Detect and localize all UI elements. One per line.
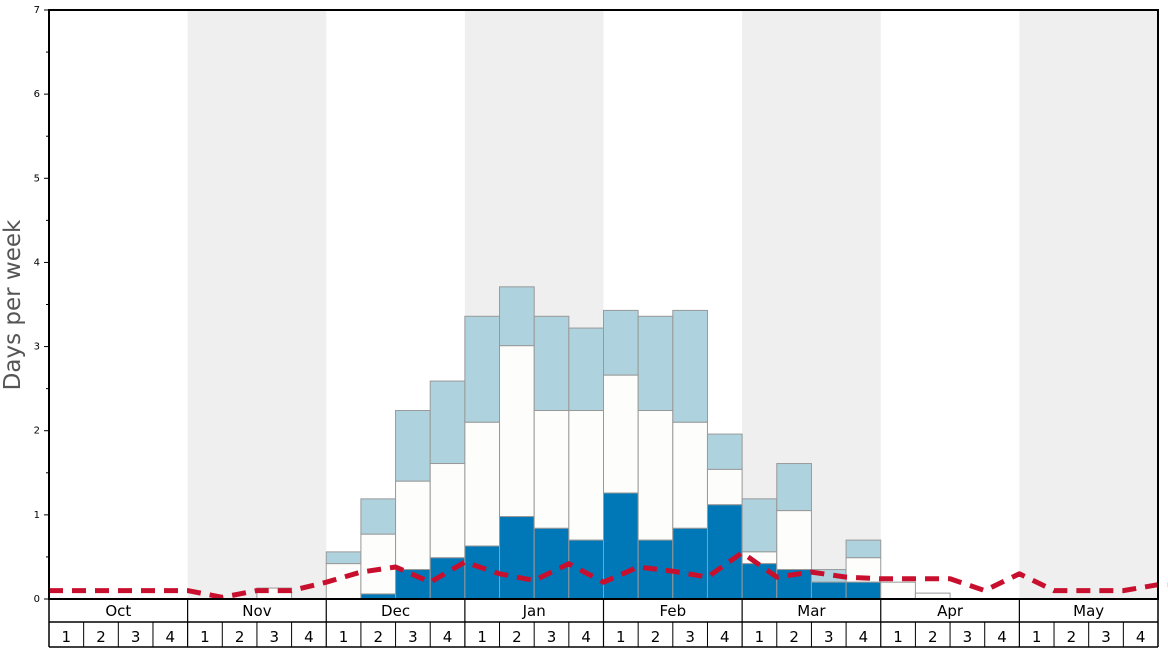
y-tick-label: 3 (34, 342, 40, 353)
week-label: 1 (339, 628, 349, 646)
y-tick-label: 6 (34, 89, 40, 100)
week-label: 1 (200, 628, 210, 646)
bar-white-segment (880, 581, 916, 600)
week-label: 1 (755, 628, 765, 646)
week-label: 1 (477, 628, 487, 646)
week-label: 2 (373, 628, 383, 646)
bar-dark-segment (810, 581, 847, 600)
bar-dark-segment (603, 492, 639, 600)
month-label-apr: Apr (937, 602, 964, 620)
month-band-may (1019, 10, 1158, 599)
bar-white-segment (568, 410, 604, 541)
bars-group (256, 286, 951, 600)
week-label: 4 (720, 628, 730, 646)
week-label: 1 (893, 628, 903, 646)
bar-light-segment (741, 498, 778, 553)
week-label: 4 (997, 628, 1007, 646)
bar-white-segment (499, 345, 535, 518)
y-tick-label: 0 (34, 594, 40, 605)
bar-light-segment (637, 315, 674, 412)
bar-light-segment (672, 309, 708, 423)
week-label: 3 (131, 628, 141, 646)
bar-white-segment (776, 510, 812, 571)
bar-white-segment (533, 410, 570, 529)
bar-dark-segment (741, 563, 778, 600)
bar-light-segment (603, 309, 639, 376)
week-label: 4 (304, 628, 314, 646)
month-label-nov: Nov (242, 602, 271, 620)
bar-light-segment (464, 315, 501, 423)
week-label: 3 (269, 628, 279, 646)
week-label: 2 (651, 628, 661, 646)
week-label: 2 (928, 628, 938, 646)
week-label: 2 (512, 628, 522, 646)
bar-light-segment (776, 463, 812, 512)
week-label: 1 (1032, 628, 1042, 646)
week-label: 3 (685, 628, 695, 646)
dashed-line-group (49, 550, 1168, 600)
month-label-feb: Feb (660, 602, 687, 620)
bar-dark-segment (464, 545, 501, 600)
bar-light-segment (568, 327, 604, 412)
week-label: 2 (235, 628, 245, 646)
bar-dark-segment (706, 504, 743, 600)
week-label: 3 (824, 628, 834, 646)
week-label: 3 (963, 628, 973, 646)
y-tick-label: 5 (34, 173, 40, 184)
bar-white-segment (464, 421, 501, 547)
week-label: 2 (789, 628, 799, 646)
week-label: 4 (581, 628, 591, 646)
week-label: 4 (443, 628, 453, 646)
y-tick-label: 7 (34, 5, 40, 16)
month-label-jan: Jan (522, 602, 546, 620)
week-label: 4 (166, 628, 176, 646)
bar-light-segment (499, 286, 535, 347)
bar-dark-segment (845, 581, 882, 600)
week-label: 4 (1136, 628, 1146, 646)
bar-white-segment (672, 421, 708, 529)
bar-white-segment (637, 410, 674, 541)
week-label: 1 (62, 628, 72, 646)
bar-white-segment (429, 463, 466, 559)
bar-white-segment (603, 374, 639, 494)
bar-dark-segment (499, 516, 535, 600)
bar-dark-segment (568, 539, 604, 600)
y-tick-label: 4 (34, 257, 40, 268)
bar-white-segment (395, 480, 431, 571)
week-label: 3 (547, 628, 557, 646)
week-label: 3 (408, 628, 418, 646)
y-tick-label: 2 (34, 426, 40, 437)
y-axis: 0 1 2 3 4 5 6 7 (34, 5, 49, 605)
bar-light-segment (395, 410, 431, 482)
y-tick-label: 1 (34, 510, 40, 521)
month-label-oct: Oct (105, 602, 131, 620)
bar-dark-segment (672, 527, 708, 600)
y-axis-label: Days per week (0, 219, 26, 390)
bar-white-segment (706, 468, 743, 506)
week-label: 1 (616, 628, 626, 646)
trend-dashed-line (49, 550, 1168, 600)
month-label-dec: Dec (381, 602, 410, 620)
bar-light-segment (533, 315, 570, 412)
bar-white-segment (360, 533, 397, 595)
bar-light-segment (706, 433, 743, 470)
bar-light-segment (360, 498, 397, 535)
bar-light-segment (845, 539, 882, 559)
week-label: 2 (96, 628, 106, 646)
x-axis: Oct 1 2 3 4 Nov 1 2 3 4 Dec 1 2 3 4 Jan 1 2 3 4 Feb 1 2 3 4 Mar 1 2… (48, 599, 1159, 648)
bar-light-segment (325, 551, 362, 565)
month-label-mar: Mar (797, 602, 826, 620)
month-label-may: May (1073, 602, 1104, 620)
month-band-nov (187, 10, 327, 599)
week-label: 4 (859, 628, 869, 646)
week-label: 3 (1101, 628, 1111, 646)
bar-light-segment (429, 380, 466, 465)
week-label: 2 (1067, 628, 1077, 646)
